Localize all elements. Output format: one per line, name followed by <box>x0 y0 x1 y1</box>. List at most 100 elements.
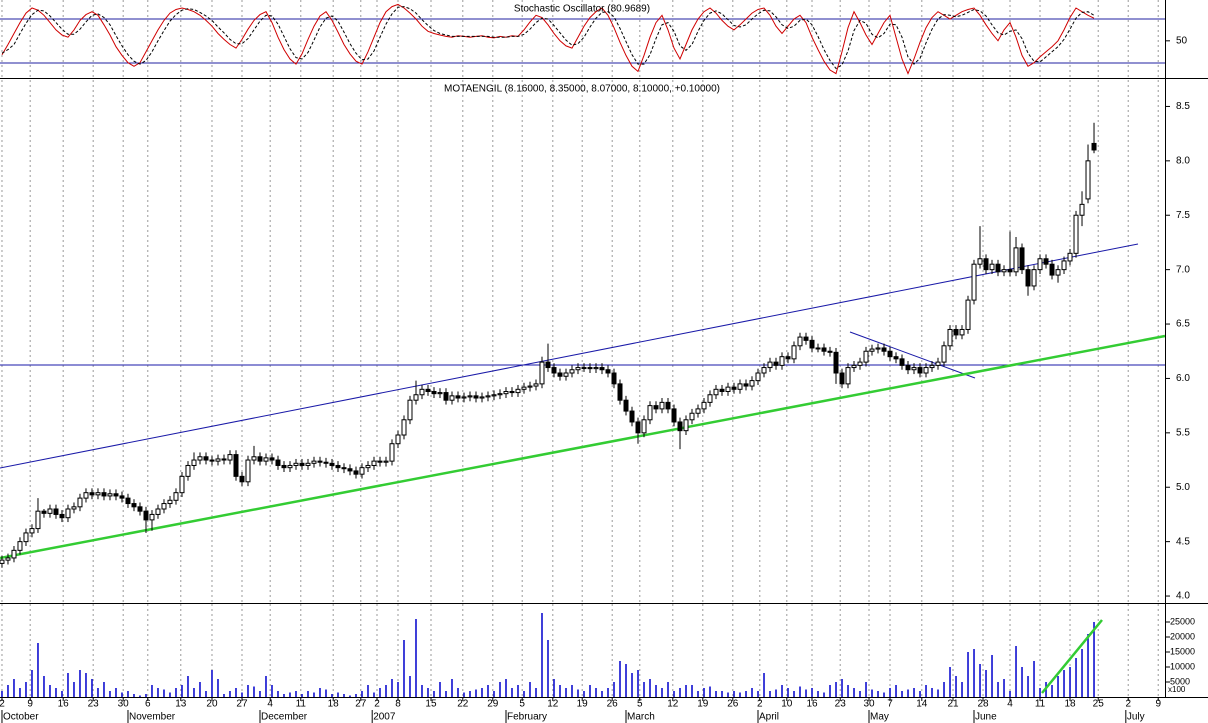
volume-bar <box>367 685 369 697</box>
x-tick-label: 30 <box>118 699 130 710</box>
volume-bar <box>643 682 645 697</box>
candle-body <box>41 510 47 514</box>
volume-bar <box>691 685 693 697</box>
volume-bar <box>325 689 327 697</box>
volume-bar <box>733 691 735 697</box>
candle-body <box>695 408 701 414</box>
volume-bar <box>205 691 207 697</box>
candle-body <box>1007 269 1013 273</box>
volume-bar <box>1081 649 1083 697</box>
candle-body <box>251 456 257 461</box>
candle-body <box>1055 269 1061 276</box>
candle-body <box>971 263 977 301</box>
candle-body <box>17 541 23 551</box>
y-tick-label: 4.5 <box>1176 536 1190 547</box>
volume-bar <box>853 688 855 697</box>
candle-body <box>647 405 653 421</box>
x-tick-label: 18 <box>328 699 340 710</box>
y-tick-label: 5000 <box>1170 676 1190 686</box>
volume-bar <box>247 685 249 697</box>
candle-body <box>701 401 707 410</box>
candle-body <box>407 399 413 421</box>
volume-bar <box>973 649 975 697</box>
volume-bar <box>415 619 417 697</box>
candle-body <box>47 508 53 514</box>
candle-body <box>239 475 245 483</box>
candle-body <box>101 492 107 497</box>
candle-body <box>425 388 431 392</box>
candle-body <box>29 528 35 534</box>
candle-body <box>299 462 305 466</box>
oscillator-title: Stochastic Oscillator (80.9689) <box>514 4 650 15</box>
candle-body <box>977 258 983 265</box>
volume-bar <box>883 692 885 697</box>
candle-body <box>185 464 191 477</box>
candle-body <box>491 394 497 397</box>
volume-bar <box>1009 691 1011 697</box>
volume-bar <box>1039 688 1041 697</box>
volume-bar <box>937 689 939 697</box>
volume-bar <box>487 685 489 697</box>
candle-body <box>887 350 893 358</box>
volume-bar <box>397 682 399 697</box>
candle-body <box>35 510 41 530</box>
y-tick-label: 8.0 <box>1176 155 1190 166</box>
x-tick-label: 25 <box>1093 699 1105 710</box>
volume-bar <box>493 691 495 697</box>
candle-body <box>521 386 527 390</box>
x-tick-label: 2 <box>0 699 5 710</box>
x-tick-label: 18 <box>1064 699 1076 710</box>
x-tick-label: 4 <box>267 699 273 710</box>
candle-body <box>725 386 731 392</box>
volume-bar <box>1093 622 1095 697</box>
volume-bar <box>271 685 273 697</box>
y-tick-label: 10000 <box>1170 661 1195 671</box>
candle-body <box>1025 269 1031 287</box>
volume-bar <box>427 688 429 697</box>
volume-bar <box>775 689 777 697</box>
volume-bar <box>19 688 21 697</box>
volume-bar <box>547 640 549 697</box>
candle-body <box>929 364 935 369</box>
candle-body <box>221 458 227 461</box>
x-tick-label: 12 <box>547 699 559 710</box>
candle-body <box>383 460 389 463</box>
volume-bar <box>901 691 903 697</box>
y-tick-label: 7.5 <box>1176 210 1190 221</box>
candle-body <box>611 372 617 385</box>
volume-bar <box>685 685 687 697</box>
support-trend-line <box>0 334 1166 560</box>
volume-bar <box>703 688 705 697</box>
candle-body <box>1073 214 1079 254</box>
volume-bar <box>1051 685 1053 697</box>
month-label: July <box>1127 712 1145 723</box>
volume-bar <box>133 694 135 697</box>
candle-body <box>215 458 221 462</box>
volume-bar <box>889 688 891 697</box>
candle-body <box>323 461 329 464</box>
candle-body <box>983 258 989 271</box>
candle-body <box>209 459 215 462</box>
candle-body <box>119 495 125 499</box>
candle-body <box>143 510 149 521</box>
volume-bar <box>1027 676 1029 697</box>
volume-bar <box>385 685 387 697</box>
candle-body <box>437 392 443 395</box>
volume-bar <box>1033 661 1035 697</box>
volume-bar <box>565 688 567 697</box>
volume-bar <box>421 685 423 697</box>
volume-bar <box>511 688 513 697</box>
candle-body <box>479 396 485 399</box>
volume-bar <box>313 692 315 697</box>
y-tick-label: 5.0 <box>1176 482 1190 493</box>
candle-body <box>599 367 605 371</box>
candle-body <box>179 475 185 494</box>
candle-body <box>629 410 635 423</box>
y-tick-label: 50 <box>1176 35 1188 46</box>
candle-body <box>0 559 5 564</box>
candle-body <box>1079 203 1085 216</box>
candle-body <box>65 508 71 519</box>
candle-body <box>803 336 809 341</box>
volume-bar <box>559 685 561 697</box>
